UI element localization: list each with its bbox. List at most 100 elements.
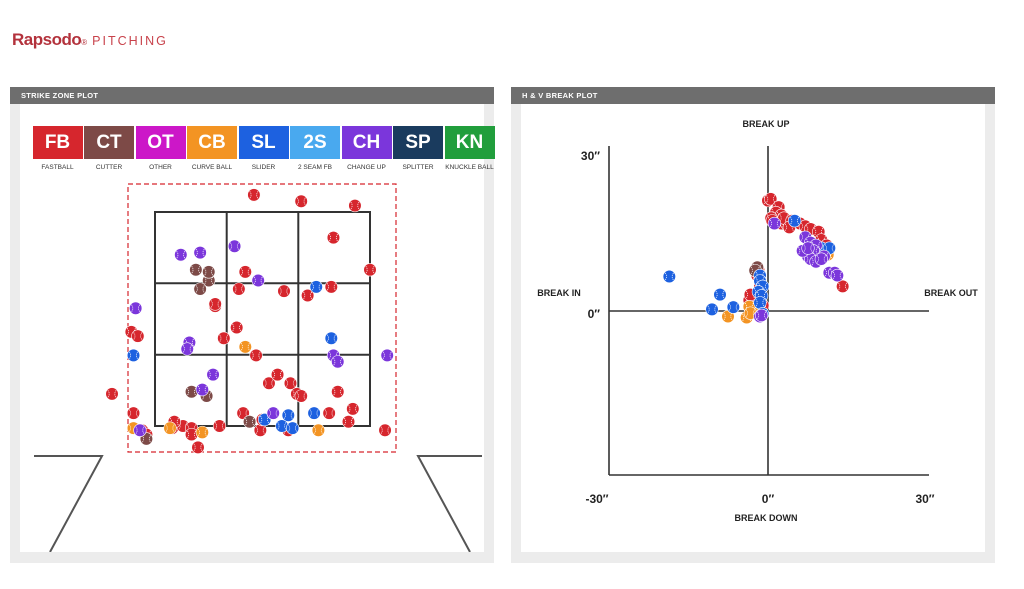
legend-item-cb: CB CURVE BALL (187, 126, 238, 172)
break-plot-panel-title: H & V BREAK PLOT (511, 87, 995, 104)
legend-item-2s: 2S 2 SEAM FB (290, 126, 341, 172)
pitch-point-change-up (206, 368, 220, 382)
label-break-out: BREAK OUT (924, 288, 978, 298)
tick-x-left: -30″ (585, 492, 608, 506)
tick-y-center: 0″ (588, 307, 601, 321)
tick-x-right: 30″ (915, 492, 934, 506)
pitch-point-change-up (227, 239, 242, 253)
pitch-point-fastball (238, 265, 252, 279)
label-break-down: BREAK DOWN (735, 513, 798, 523)
pitch-point-fastball (126, 406, 141, 420)
legend-code: KN (444, 126, 495, 159)
pitch-point-fastball (253, 423, 267, 437)
pitch-point-slider (307, 406, 321, 420)
legend-code: CB (187, 126, 237, 159)
pitch-point-cutter (193, 282, 207, 296)
legend-code: CH (341, 126, 392, 159)
pitch-point-fastball (341, 415, 356, 429)
pitch-point-slider (126, 348, 141, 362)
pitch-point-slider (705, 302, 719, 316)
pitch-point-change-up (380, 348, 394, 362)
pitch-point-curve-ball (195, 425, 209, 440)
legend-code: CT (84, 126, 134, 159)
pitch-point-change-up (174, 248, 188, 262)
legend-code: OT (135, 126, 186, 159)
pitch-point-fastball (262, 376, 276, 390)
pitch-point-fastball (346, 402, 360, 416)
tick-y-top: 30″ (581, 149, 600, 163)
pitch-point-change-up (266, 406, 280, 420)
label-break-up: BREAK UP (742, 119, 789, 129)
pitch-point-fastball (378, 423, 392, 437)
strike-zone-panel-title: STRIKE ZONE PLOT (10, 87, 494, 104)
legend-code: 2S (290, 126, 340, 159)
pitch-point-slider (726, 300, 740, 314)
strike-zone-panel-body: FB FASTBALL CT CUTTER OT OTHER CB CURVE BALL SL S… (20, 104, 495, 552)
pitch-point-fastball (184, 427, 199, 442)
legend-item-ch: CH CHANGE UP (341, 126, 392, 172)
legend-label: SLIDER (251, 164, 276, 171)
pitch-point-fastball (331, 385, 345, 399)
pitch-point-fastball (836, 279, 850, 293)
pitch-point-slider (275, 419, 289, 433)
pitch-point-slider (788, 214, 802, 228)
brand-name: Rapsodo (12, 30, 82, 49)
pitch-point-slider (324, 331, 338, 345)
pitch-point-fastball (131, 329, 145, 343)
pitch-point-slider (753, 296, 767, 310)
pitch-point-fastball (217, 331, 231, 345)
pitch-point-cutter (189, 263, 203, 277)
pitch-point-slider (286, 421, 300, 435)
pitch-point-fastball (191, 440, 205, 455)
pitch-point-fastball (208, 297, 222, 311)
legend-code: SL (238, 126, 289, 159)
pitch-point-fastball (270, 368, 285, 382)
legend-code: FB (32, 126, 83, 159)
pitch-point-change-up (133, 423, 147, 437)
pitch-type-legend: FB FASTBALL CT CUTTER OT OTHER CB CURVE BALL SL S… (32, 126, 496, 172)
strike-zone-panel: STRIKE ZONE PLOT FB FASTBALL CT CUTTER OT OTH… (10, 87, 495, 563)
tick-x-center: 0″ (762, 492, 775, 506)
pitch-point-fastball (277, 284, 291, 298)
pitch-point-change-up (331, 355, 345, 369)
pitch-point-change-up (814, 252, 828, 266)
pitch-point-fastball (363, 263, 377, 277)
batters-box-left (34, 455, 104, 552)
pitch-point-fastball (324, 280, 338, 294)
pitch-point-curve-ball (311, 423, 326, 437)
legend-item-ot: OT OTHER (135, 126, 186, 172)
pitch-point-fastball (230, 320, 244, 335)
pitch-point-fastball (294, 194, 308, 208)
strike-zone-chart (34, 183, 482, 552)
pitch-point-change-up (195, 383, 209, 397)
legend-item-ct: CT CUTTER (84, 126, 135, 172)
batters-box-right (416, 455, 482, 552)
pitch-point-cutter (184, 385, 199, 399)
outer-zone-border (127, 183, 397, 453)
pitch-point-fastball (247, 188, 261, 202)
pitch-point-fastball (326, 231, 341, 245)
break-plot-panel: H & V BREAK PLOT BREAK UP BREAK DOWN BRE… (511, 87, 995, 563)
pitch-point-fastball (105, 387, 119, 401)
pitch-point-change-up (129, 301, 143, 315)
legend-label: SPLITTER (402, 164, 434, 171)
pitch-point-change-up (830, 268, 844, 283)
label-break-in: BREAK IN (537, 288, 581, 298)
pitch-point-curve-ball (163, 421, 177, 435)
pitch-point-change-up (251, 273, 265, 288)
pitch-point-slider (281, 408, 295, 422)
brand-registered-mark: ® (81, 38, 88, 47)
pitch-point-cutter (243, 415, 257, 429)
pitch-point-fastball (249, 348, 263, 362)
rapsodo-logo: Rapsodo ® PITCHING (12, 30, 168, 50)
pitch-point-fastball (232, 282, 246, 296)
pitch-point-cutter (202, 265, 216, 279)
legend-item-sp: SP SPLITTER (393, 126, 444, 172)
pitch-point-fastball (212, 419, 227, 433)
pitch-point-change-up (801, 241, 815, 255)
legend-item-sl: SL SLIDER (238, 126, 289, 172)
break-plot-chart: BREAK UP BREAK DOWN BREAK IN BREAK OUT 3… (537, 119, 978, 523)
break-plot-panel-body: BREAK UP BREAK DOWN BREAK IN BREAK OUT 3… (521, 104, 985, 552)
pitch-point-fastball (322, 406, 336, 420)
pitch-point-change-up (193, 246, 207, 260)
